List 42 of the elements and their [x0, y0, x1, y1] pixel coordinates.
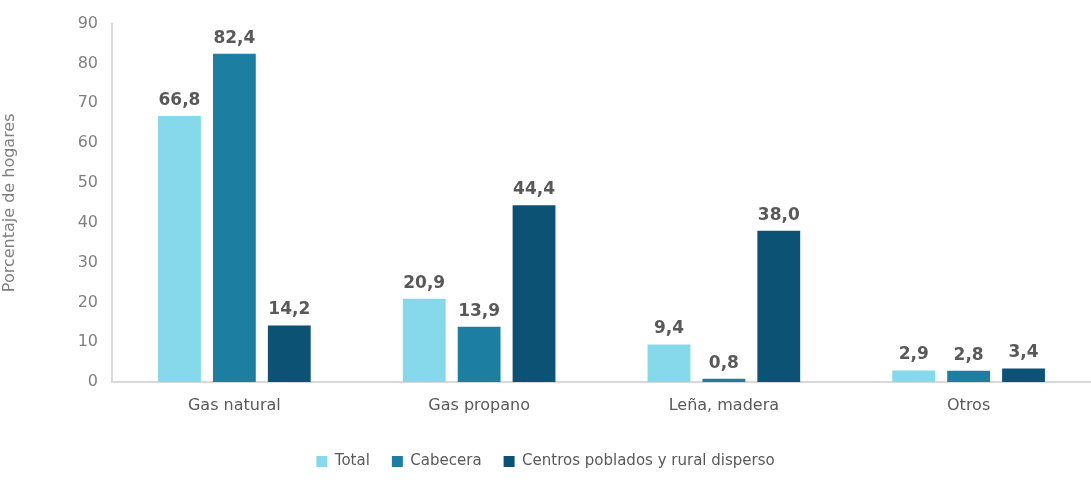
- bar: [267, 325, 311, 382]
- legend-label: Total: [333, 451, 370, 470]
- y-tick-label: 60: [77, 132, 98, 152]
- data-label: 2,9: [898, 343, 929, 364]
- y-tick-label: 30: [77, 251, 98, 271]
- bar: [702, 378, 746, 382]
- y-tick-label: 70: [77, 92, 98, 112]
- data-label: 38,0: [757, 203, 800, 224]
- y-tick-label: 10: [77, 331, 98, 351]
- data-label: 9,4: [653, 317, 685, 338]
- bar: [757, 230, 801, 382]
- y-tick-label: 90: [77, 12, 98, 32]
- legend-label: Cabecera: [410, 451, 482, 470]
- data-label: 3,4: [1008, 341, 1039, 362]
- legend-label: Centros poblados y rural disperso: [522, 451, 775, 470]
- x-tick-label: Leña, madera: [668, 394, 780, 414]
- x-tick-label: Gas propano: [428, 394, 530, 414]
- bar: [892, 370, 936, 382]
- x-tick-label: Otros: [947, 394, 991, 414]
- bar: [457, 326, 501, 382]
- y-tick-label: 0: [87, 371, 98, 391]
- y-axis-title: Porcentaje de hogares: [0, 113, 18, 293]
- y-tick-label: 80: [77, 52, 98, 72]
- bar: [512, 205, 556, 382]
- y-tick-label: 40: [77, 211, 98, 231]
- data-label: 20,9: [403, 271, 446, 292]
- y-tick-label: 50: [77, 172, 98, 192]
- data-label: 2,8: [953, 343, 984, 364]
- bar: [1002, 368, 1045, 382]
- bar: [158, 115, 201, 382]
- y-tick-label: 20: [77, 291, 98, 311]
- data-label: 13,9: [458, 299, 501, 320]
- bar: [947, 370, 991, 382]
- data-label: 44,4: [513, 178, 556, 199]
- bar: [647, 344, 691, 382]
- data-label: 0,8: [708, 351, 739, 372]
- bar: [402, 298, 446, 382]
- data-label: 66,8: [158, 88, 201, 109]
- data-label: 82,4: [213, 26, 256, 47]
- x-tick-label: Gas natural: [187, 394, 281, 414]
- data-label: 14,2: [268, 298, 311, 319]
- bar: [212, 53, 256, 382]
